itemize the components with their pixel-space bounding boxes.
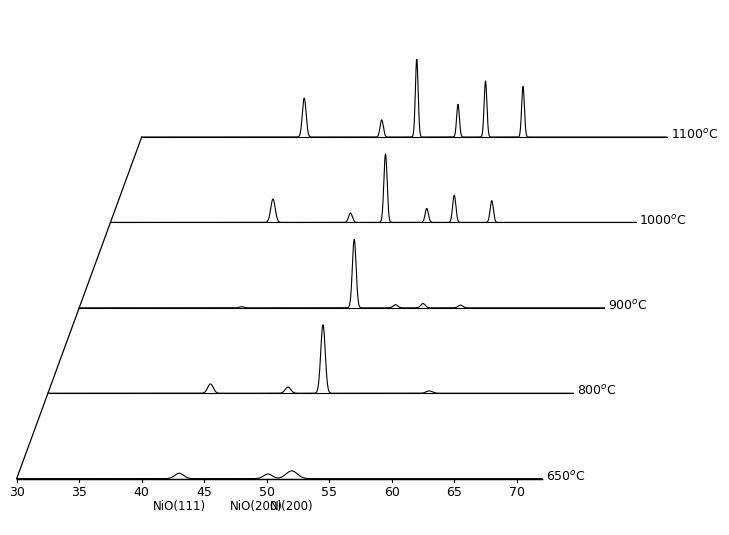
Text: 650$^o$C: 650$^o$C — [545, 470, 585, 484]
Text: 65: 65 — [446, 486, 462, 499]
Text: NiO(200): NiO(200) — [230, 500, 283, 513]
Text: 1100$^o$C: 1100$^o$C — [671, 128, 718, 142]
Text: 70: 70 — [509, 486, 525, 499]
Text: 60: 60 — [383, 486, 399, 499]
Text: 1000$^o$C: 1000$^o$C — [639, 213, 687, 227]
Text: Ni(200): Ni(200) — [270, 500, 313, 513]
Text: 40: 40 — [133, 486, 149, 499]
Text: 50: 50 — [259, 486, 275, 499]
Text: NiO(111): NiO(111) — [152, 500, 206, 513]
Text: 55: 55 — [321, 486, 338, 499]
Text: 800$^o$C: 800$^o$C — [577, 384, 617, 399]
Text: 35: 35 — [71, 486, 87, 499]
Text: 30: 30 — [9, 486, 25, 499]
Text: 45: 45 — [196, 486, 212, 499]
Text: 900$^o$C: 900$^o$C — [608, 299, 648, 313]
